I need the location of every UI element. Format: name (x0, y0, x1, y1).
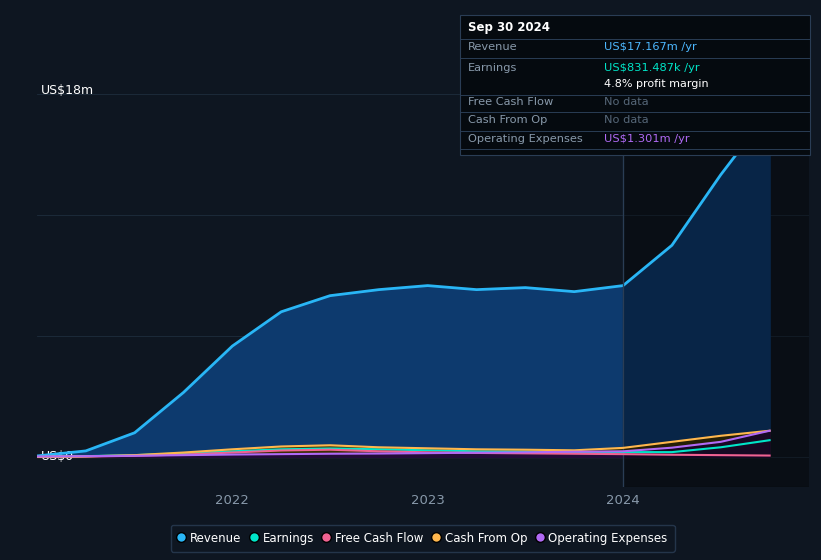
Text: 4.8% profit margin: 4.8% profit margin (603, 79, 709, 88)
Text: Operating Expenses: Operating Expenses (468, 134, 583, 143)
Text: US$0: US$0 (41, 450, 74, 464)
Text: US$18m: US$18m (41, 84, 94, 97)
Text: US$831.487k /yr: US$831.487k /yr (603, 63, 699, 73)
Text: Earnings: Earnings (468, 63, 517, 73)
Text: Revenue: Revenue (468, 42, 518, 52)
Text: Sep 30 2024: Sep 30 2024 (468, 21, 550, 34)
Text: US$17.167m /yr: US$17.167m /yr (603, 42, 696, 52)
Text: US$1.301m /yr: US$1.301m /yr (603, 134, 690, 143)
Legend: Revenue, Earnings, Free Cash Flow, Cash From Op, Operating Expenses: Revenue, Earnings, Free Cash Flow, Cash … (171, 525, 675, 552)
Text: No data: No data (603, 97, 649, 106)
Text: Free Cash Flow: Free Cash Flow (468, 97, 553, 106)
Text: No data: No data (603, 115, 649, 125)
Text: Cash From Op: Cash From Op (468, 115, 548, 125)
Bar (623, 84, 821, 487)
